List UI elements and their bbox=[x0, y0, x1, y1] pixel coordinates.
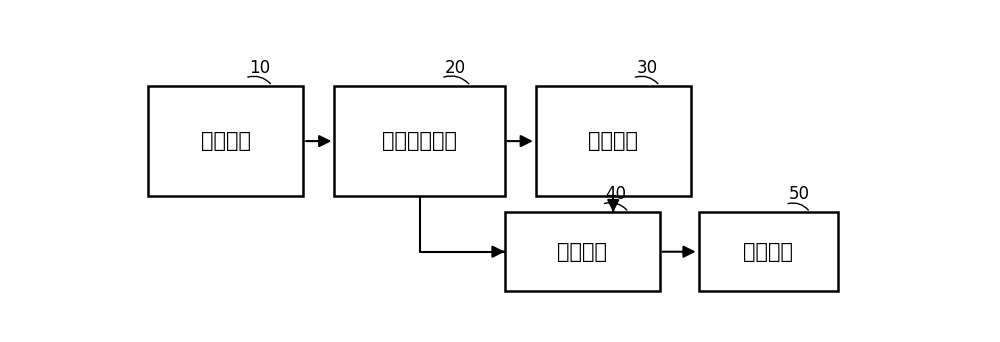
Text: 滤波单元: 滤波单元 bbox=[201, 131, 251, 151]
Text: 输出单元: 输出单元 bbox=[743, 242, 793, 262]
Text: 反向单元: 反向单元 bbox=[588, 131, 638, 151]
Text: 40: 40 bbox=[606, 185, 626, 203]
Bar bbox=[698, 212, 838, 291]
Text: 20: 20 bbox=[445, 58, 466, 77]
Text: 50: 50 bbox=[789, 185, 810, 203]
Text: 30: 30 bbox=[637, 58, 658, 77]
Bar bbox=[505, 212, 660, 291]
Text: 信号放大单元: 信号放大单元 bbox=[382, 131, 457, 151]
Bar bbox=[334, 86, 505, 196]
Text: 积分单元: 积分单元 bbox=[557, 242, 607, 262]
Bar bbox=[536, 86, 691, 196]
Bar bbox=[148, 86, 303, 196]
Text: 10: 10 bbox=[249, 58, 270, 77]
